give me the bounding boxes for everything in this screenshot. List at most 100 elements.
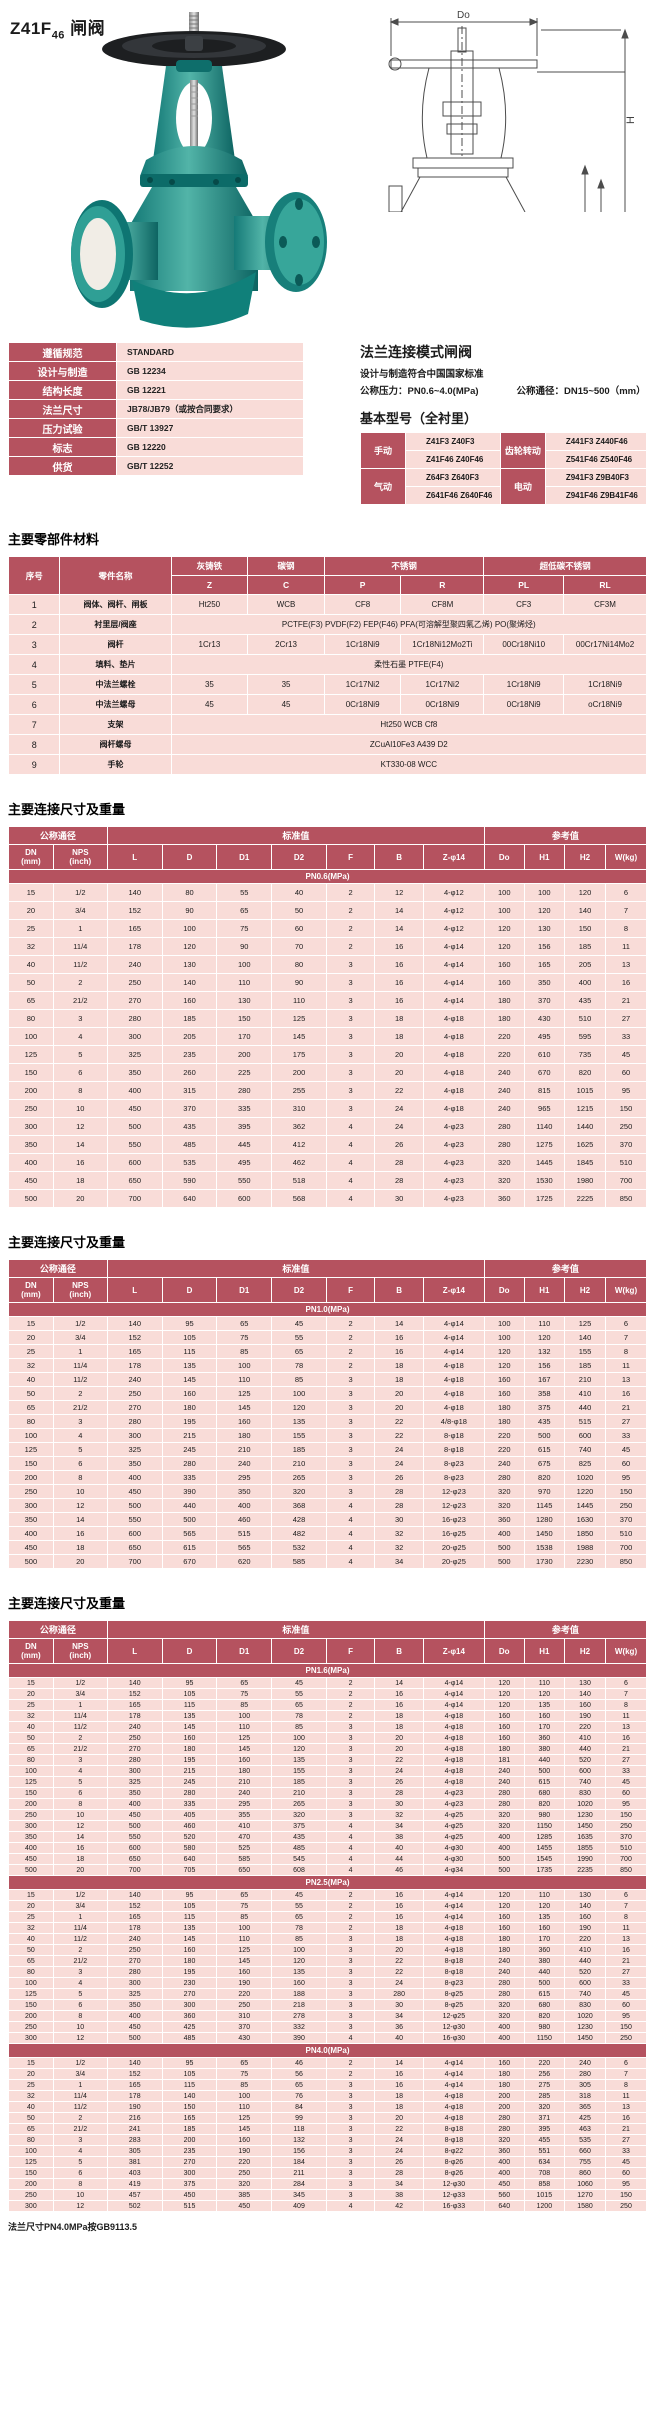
- dimension-cell: 240: [107, 1373, 162, 1386]
- dimension-cell: 4-φ23: [423, 1788, 484, 1798]
- standards-row-label: 供货: [9, 457, 116, 475]
- dimension-cell: 600: [565, 1429, 605, 1442]
- column-header: H1: [524, 1278, 564, 1302]
- dimension-cell: 160: [217, 1755, 272, 1765]
- dimension-cell: 350: [217, 1485, 272, 1498]
- column-header: DN (mm): [9, 845, 53, 869]
- model-codes: Z441F3 Z440F46: [545, 433, 646, 450]
- dimension-cell: 280: [162, 1457, 217, 1470]
- dimension-row: 250 10 450 370 335 310 3 24 4-φ18 240 965 1215 150: [9, 1100, 646, 1117]
- dimension-cell: 2: [326, 1359, 375, 1372]
- dimension-cell: 16: [53, 1843, 107, 1853]
- dimension-cell: 700: [107, 1190, 162, 1207]
- materials-row-no: 4: [9, 655, 60, 674]
- dimension-cell: 510: [606, 1154, 646, 1171]
- dimension-cell: 280: [375, 1989, 423, 1999]
- dimension-cell: 680: [524, 1788, 564, 1798]
- column-group-header: 公称通径: [9, 1621, 107, 1638]
- dimension-cell: 28: [375, 1499, 423, 1512]
- dimension-cell: 10: [53, 1810, 107, 1820]
- dimension-cell: 250: [606, 1499, 646, 1512]
- dimension-cell: 120: [484, 1345, 524, 1358]
- dimension-cell: 410: [565, 1733, 605, 1743]
- dimension-cell: 820: [565, 1064, 605, 1081]
- dimension-cell: 370: [606, 1832, 646, 1842]
- dimension-row: 125 5 325 235 200 175 3 20 4-φ18 220 610 735 45: [9, 1046, 646, 1063]
- dimension-cell: 395: [217, 1118, 272, 1135]
- dimension-cell: 40: [9, 1934, 53, 1944]
- dimension-cell: 4-φ18: [423, 2113, 484, 2123]
- dimension-cell: 3/4: [53, 1331, 107, 1344]
- dimension-cell: 30: [375, 1513, 423, 1526]
- dimension-cell: 6: [53, 1457, 107, 1470]
- dimension-cell: 280: [484, 1978, 524, 1988]
- dimension-cell: 1: [53, 1700, 107, 1710]
- dimension-cell: 568: [272, 1190, 326, 1207]
- dimension-cell: 245: [162, 1443, 217, 1456]
- model-codes: Z941F3 Z9B40F3: [545, 469, 646, 486]
- dimension-cell: 600: [217, 1190, 272, 1207]
- dimension-cell: 18: [375, 1010, 423, 1027]
- dimension-cell: 150: [9, 2000, 53, 2010]
- dimension-cell: 105: [162, 2069, 217, 2079]
- material-cell: 0Cr18Ni9: [324, 695, 401, 714]
- dimension-cell: 32: [375, 1541, 423, 1554]
- dimension-cell: 332: [272, 2022, 326, 2032]
- column-header: 碳钢: [248, 557, 324, 575]
- dimension-cell: 10: [53, 1485, 107, 1498]
- dimension-cell: 335: [162, 1799, 217, 1809]
- dimension-cell: 440: [565, 1744, 605, 1754]
- dimension-cell: 85: [272, 1934, 326, 1944]
- model-codes: Z41F3 Z40F3: [406, 433, 500, 450]
- dimension-cell: 65: [272, 1345, 326, 1358]
- dimension-row: 250 10 450 425 370 332 3 36 12-φ30 400 980 1230 150: [9, 2022, 646, 2032]
- dimension-cell: 1538: [524, 1541, 564, 1554]
- dimension-cell: 20: [375, 1064, 423, 1081]
- dimension-cell: 4: [53, 1766, 107, 1776]
- column-header: Do: [484, 845, 524, 869]
- dimension-cell: 140: [162, 2091, 217, 2101]
- dimension-cell: 21: [606, 1744, 646, 1754]
- dimension-cell: 400: [484, 2033, 524, 2043]
- dimension-cell: 325: [107, 1443, 162, 1456]
- material-cell: 00Cr18Ni10: [484, 635, 564, 654]
- dimension-cell: 11/2: [53, 1722, 107, 1732]
- dimension-cell: 200: [9, 2179, 53, 2189]
- dimension-cell: 167: [524, 1373, 564, 1386]
- dimension-cell: 200: [484, 2102, 524, 2112]
- dimension-cell: 1140: [524, 1118, 564, 1135]
- dimension-cell: 6: [606, 1317, 646, 1330]
- standards-row-value: GB/T 12252: [117, 457, 303, 475]
- dimension-row: 40 11/2 190 150 110 84 3 18 4-φ18 200 320 365 13: [9, 2102, 646, 2112]
- column-header: D2: [272, 845, 326, 869]
- dimension-cell: 152: [107, 2069, 162, 2079]
- dimension-cell: 78: [272, 1711, 326, 1721]
- dimension-cell: 170: [524, 1934, 564, 1944]
- dimension-cell: 4: [53, 1429, 107, 1442]
- dimension-cell: 370: [524, 992, 564, 1009]
- dimension-cell: 4-φ18: [423, 1010, 484, 1027]
- dimension-cell: 380: [524, 1956, 564, 1966]
- dimension-cell: 240: [484, 1457, 524, 1470]
- dimension-cell: 450: [9, 1541, 53, 1554]
- dimension-cell: 4-φ34: [423, 1865, 484, 1875]
- dimension-row: 150 6 403 300 250 211 3 28 8-φ26 400 708 860 60: [9, 2168, 646, 2178]
- dimension-cell: 8: [53, 1082, 107, 1099]
- dimension-row: 150 6 350 300 250 218 3 30 8-φ25 320 680 830 60: [9, 2000, 646, 2010]
- dimension-row: 80 3 280 195 160 135 3 22 4/8-φ18 180 435 515 27: [9, 1415, 646, 1428]
- dimension-cell: 3: [326, 1028, 375, 1045]
- dimension-cell: 1580: [565, 2201, 605, 2211]
- material-cell: 35: [171, 675, 248, 694]
- dimension-cell: 160: [484, 1711, 524, 1721]
- dimension-cell: 250: [9, 1100, 53, 1117]
- dimension-cell: 80: [9, 1010, 53, 1027]
- dimension-cell: 160: [484, 1923, 524, 1933]
- dimension-cell: 230: [162, 1978, 217, 1988]
- dimension-cell: 7: [606, 1331, 646, 1344]
- dimension-row: 250 10 450 405 355 320 3 32 4-φ25 320 980 1230 150: [9, 1810, 646, 1820]
- materials-row-no: 7: [9, 715, 60, 734]
- dimension-cell: 310: [217, 2011, 272, 2021]
- nominal-pressure: 公称压力：PN0.6~4.0(MPa): [360, 386, 479, 397]
- dimension-row: 50 2 250 160 125 100 3 20 4-φ18 160 360 410 16: [9, 1733, 646, 1743]
- dimension-cell: 125: [217, 1733, 272, 1743]
